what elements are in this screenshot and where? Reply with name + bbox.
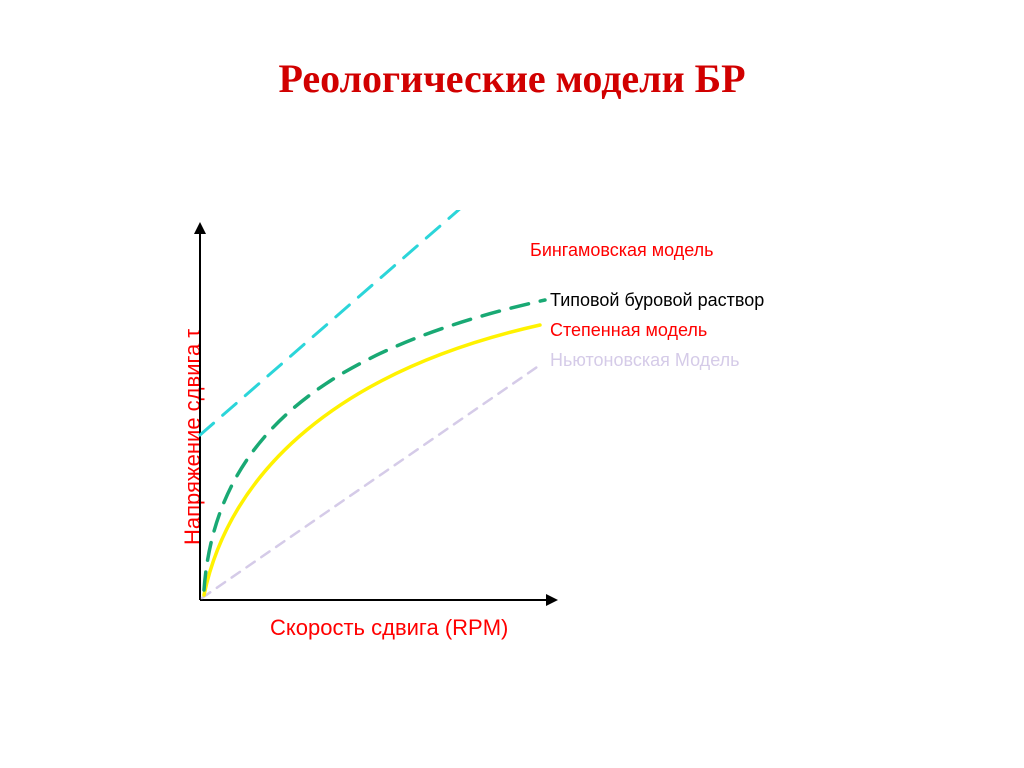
curve-bingham [200, 210, 470, 435]
chart-svg [140, 210, 900, 640]
curve-newtonian [202, 365, 540, 598]
axes [200, 230, 550, 600]
chart-area: Напряжение сдвига τ Скорость сдвига (RPM… [140, 210, 900, 640]
curve-typical-mud [204, 300, 545, 590]
slide-title: Реологические модели БР [0, 55, 1024, 102]
curve-power-law [204, 325, 540, 595]
slide: { "title": { "text": "Реологические моде… [0, 0, 1024, 768]
